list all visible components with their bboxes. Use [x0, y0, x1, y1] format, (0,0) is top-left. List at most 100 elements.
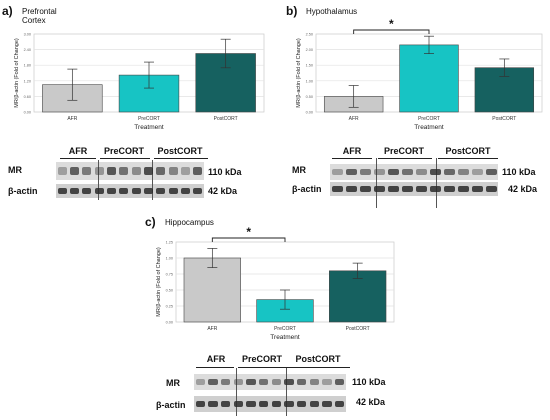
- blot-band: [415, 168, 427, 176]
- blot-row-label-actin: β-actin: [292, 184, 322, 194]
- blot-band: [401, 186, 413, 192]
- blot-band: [373, 186, 385, 192]
- blot-separator: [286, 368, 287, 416]
- y-tick-label: 0.60: [24, 95, 31, 99]
- blot-band: [180, 167, 191, 175]
- blot-band: [69, 188, 80, 194]
- blot-band: [485, 186, 497, 192]
- blot-band: [271, 378, 282, 386]
- blot-band: [471, 186, 483, 192]
- blot-band: [106, 167, 117, 175]
- x-tick-label: PreCORT: [138, 116, 160, 122]
- blot-band: [156, 167, 166, 175]
- significance-star: *: [246, 225, 251, 239]
- blot-band: [429, 168, 441, 176]
- x-tick-label: PostCORT: [492, 116, 516, 122]
- blot-group-line: [154, 158, 208, 159]
- blot-band: [309, 378, 320, 386]
- y-tick-label: 1.25: [166, 241, 173, 245]
- bar-afr: [183, 257, 241, 323]
- blot-band: [94, 167, 104, 175]
- blot-band: [82, 188, 92, 194]
- blot-band: [334, 378, 345, 386]
- blot-band: [457, 168, 469, 176]
- blot-group-afr: AFR: [68, 146, 88, 156]
- y-tick-label: 0.50: [166, 289, 173, 293]
- blot-kda-mr: 110 kDa: [502, 167, 536, 177]
- blot-band: [233, 378, 244, 386]
- blot-band: [345, 168, 357, 176]
- y-tick-label: 0.25: [166, 305, 173, 309]
- blot-group-postcort: PostCORT: [295, 354, 341, 364]
- blot-band: [168, 167, 178, 175]
- blot-strip-actin: [56, 184, 204, 198]
- blot-group-postcort: PostCORT: [157, 146, 203, 156]
- blot-band: [485, 168, 497, 176]
- blot-strip-mr: [330, 164, 498, 180]
- x-tick-label: PreCORT: [418, 116, 440, 122]
- significance-star: *: [389, 17, 394, 31]
- y-tick-label: 1.50: [306, 64, 313, 68]
- y-tick-label: 0.50: [306, 95, 313, 99]
- y-tick-label: 2.50: [306, 33, 313, 37]
- blot-band: [233, 400, 244, 408]
- x-tick-label: AFR: [67, 116, 77, 122]
- blot-band: [82, 167, 92, 175]
- blot-kda-mr: 110 kDa: [208, 167, 242, 177]
- y-tick-label: 0.00: [166, 321, 173, 325]
- blot-band: [57, 167, 67, 175]
- blot-band: [322, 378, 332, 386]
- blot-group-line: [60, 158, 96, 159]
- blot-group-line: [332, 158, 372, 159]
- x-axis-label: Treatment: [270, 334, 300, 341]
- blot-kda-mr: 110 kDa: [352, 377, 386, 387]
- blot-band: [387, 186, 399, 192]
- blot-separator: [376, 158, 377, 208]
- x-tick-label: AFR: [349, 116, 359, 122]
- blot-kda-actin: 42 kDa: [208, 186, 238, 196]
- chart-prefrontal-cortex: 0.00 0.60 1.20 1.80 2.40 3.00 MR/β-actin (Fold…: [14, 33, 265, 131]
- y-axis-label: MR/β-actin (Fold of Change): [14, 38, 20, 108]
- y-tick-label: 1.00: [166, 257, 173, 261]
- blot-band: [193, 188, 203, 194]
- blot-band: [359, 186, 371, 192]
- blot-group-precort: PreCORT: [103, 146, 144, 156]
- bar-precort: [399, 44, 459, 113]
- x-tick-label: PostCORT: [214, 116, 238, 122]
- blot-band: [220, 400, 231, 408]
- blot-group-afr: AFR: [342, 146, 362, 156]
- blot-band: [258, 378, 269, 386]
- blot-band: [401, 168, 413, 176]
- x-axis-label: Treatment: [134, 124, 164, 131]
- blot-band: [106, 188, 117, 194]
- blot-band: [258, 400, 269, 408]
- significance-bracket: [353, 29, 430, 34]
- blot-band: [296, 378, 307, 386]
- blot-strip-actin: [194, 396, 346, 412]
- y-axis-label: MR/β-actin (Fold of Change): [156, 247, 162, 317]
- blot-group-afr: AFR: [206, 354, 226, 364]
- blot-group-line: [196, 367, 234, 368]
- blot-strip-mr: [194, 374, 346, 390]
- blot-band: [208, 400, 218, 408]
- western-blot-prefrontal: AFR PreCORT PostCORT MR β-actin 110 kDa …: [0, 140, 270, 210]
- blot-band: [443, 186, 455, 192]
- y-axis-label: MR/β-actin (Fold of Change): [296, 38, 302, 108]
- bar-postcort: [329, 270, 387, 323]
- panel-b-letter: b): [286, 4, 298, 18]
- y-tick-label: 1.80: [24, 64, 31, 68]
- blot-band: [373, 168, 385, 176]
- blot-group-line: [378, 158, 432, 159]
- blot-separator: [436, 158, 437, 208]
- blot-band: [296, 400, 307, 408]
- blot-group-line: [238, 367, 288, 368]
- y-tick-label: 1.00: [306, 79, 313, 83]
- blot-separator: [98, 160, 99, 200]
- chart-hippocampus: 0.00 0.25 0.50 0.75 1.00 1.25 MR/β-actin (Fold…: [156, 225, 395, 341]
- blot-group-line: [288, 367, 350, 368]
- blot-band: [443, 168, 455, 176]
- blot-band: [331, 186, 343, 192]
- panel-a-letter: a): [2, 4, 13, 18]
- blot-band: [156, 188, 166, 194]
- blot-row-label-mr: MR: [166, 378, 180, 388]
